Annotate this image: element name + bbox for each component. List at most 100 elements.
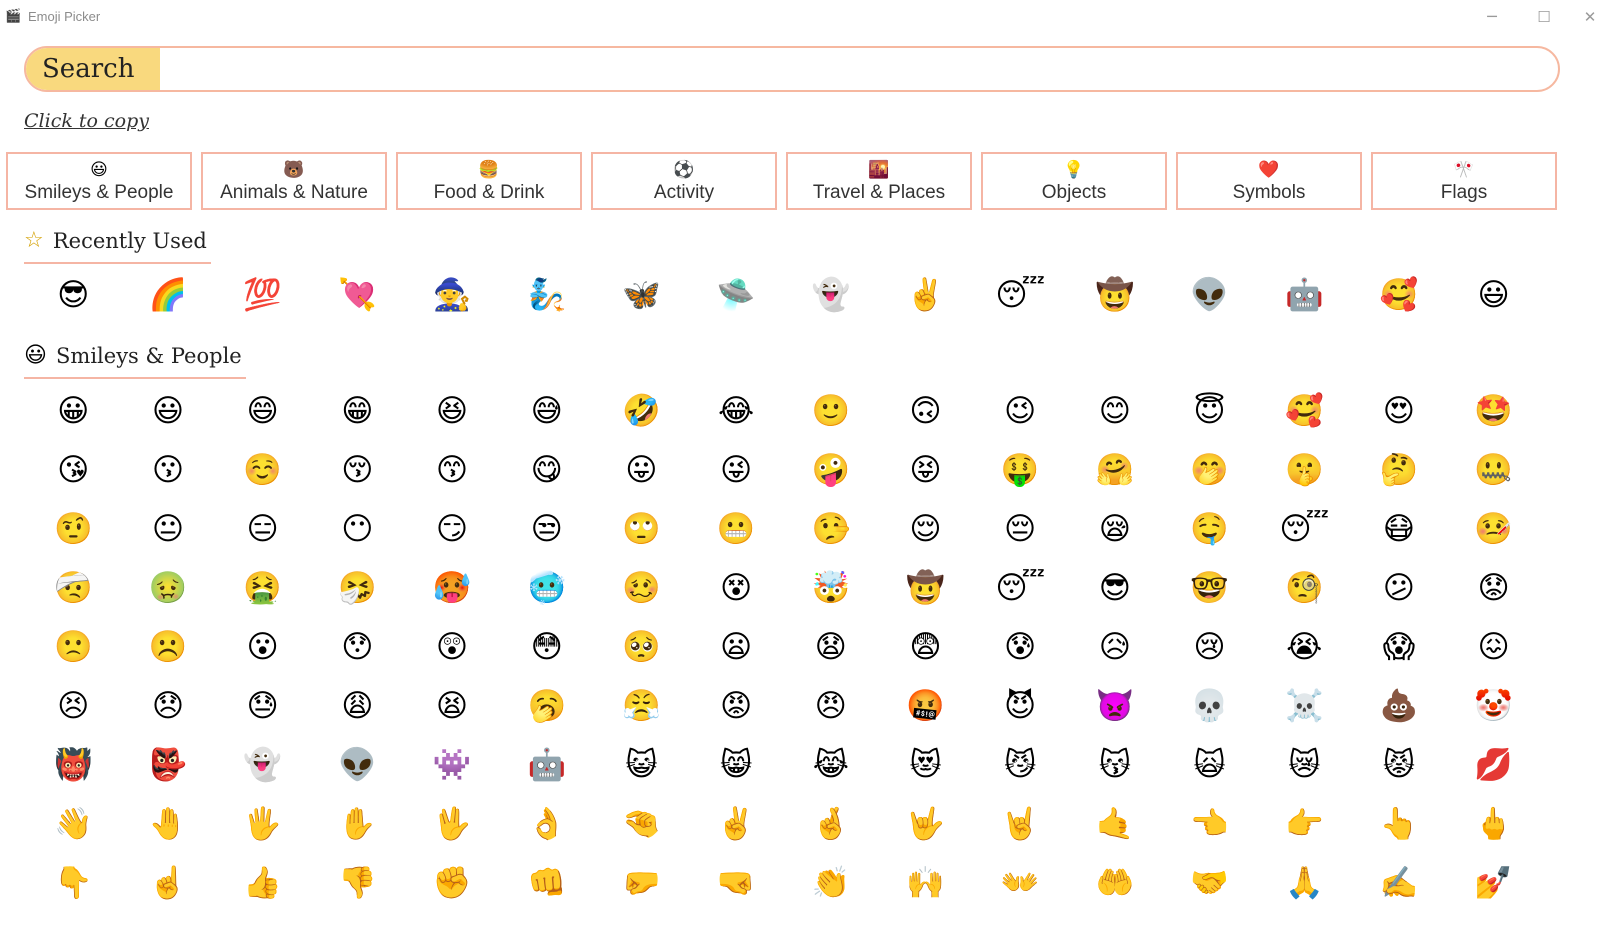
- emoji-button[interactable]: 🤖: [527, 747, 567, 783]
- emoji-button[interactable]: 👆: [1379, 806, 1419, 842]
- emoji-button[interactable]: 👾: [432, 747, 472, 783]
- emoji-button[interactable]: 🤬: [906, 688, 945, 724]
- emoji-button[interactable]: 😷: [1382, 511, 1416, 547]
- emoji-button[interactable]: 😦: [719, 629, 753, 665]
- emoji-button[interactable]: 🖕: [1474, 806, 1513, 842]
- emoji-button[interactable]: 😾: [1382, 747, 1416, 783]
- tab-symbols[interactable]: ❤️ Symbols: [1176, 152, 1362, 210]
- emoji-button[interactable]: ☹️: [148, 629, 188, 665]
- emoji-button[interactable]: 😳: [530, 629, 563, 665]
- emoji-button[interactable]: 🤲: [1095, 865, 1135, 901]
- emoji-button[interactable]: 😑: [246, 511, 279, 547]
- emoji-button[interactable]: 🥰: [1284, 393, 1324, 429]
- emoji-button[interactable]: 🙂: [811, 393, 851, 429]
- emoji-button[interactable]: 🤞: [811, 806, 851, 842]
- emoji-button[interactable]: 😁: [341, 393, 374, 429]
- emoji-button[interactable]: 😐: [151, 511, 185, 547]
- emoji-button[interactable]: 🤒: [1474, 511, 1513, 547]
- emoji-button[interactable]: 😝: [909, 452, 942, 488]
- tab-travel-places[interactable]: 🌇 Travel & Places: [786, 152, 972, 210]
- emoji-button[interactable]: 👈: [1190, 806, 1229, 842]
- emoji-button[interactable]: 🤛: [622, 865, 661, 901]
- emoji-button[interactable]: 🤭: [1190, 452, 1229, 488]
- emoji-button[interactable]: 😚: [341, 452, 374, 488]
- emoji-button[interactable]: 😣: [57, 688, 90, 724]
- emoji-button[interactable]: 🙁: [54, 629, 93, 665]
- emoji-button[interactable]: 😅: [530, 393, 563, 429]
- emoji-button[interactable]: 😶: [341, 511, 374, 547]
- emoji-button[interactable]: 👻: [811, 277, 851, 313]
- emoji-button[interactable]: 🤡: [1474, 688, 1513, 724]
- emoji-button[interactable]: 🤪: [811, 452, 851, 488]
- emoji-button[interactable]: ☠️: [1284, 688, 1324, 724]
- emoji-button[interactable]: 🤥: [811, 511, 851, 547]
- emoji-button[interactable]: 😕: [1382, 570, 1416, 606]
- emoji-button[interactable]: 😂: [718, 393, 755, 429]
- emoji-button[interactable]: 🤏: [622, 806, 661, 842]
- emoji-button[interactable]: 😎: [1098, 570, 1132, 606]
- emoji-button[interactable]: 😋: [530, 452, 563, 488]
- tab-food-drink[interactable]: 🍔 Food & Drink: [396, 152, 582, 210]
- emoji-button[interactable]: 🤘: [1000, 806, 1040, 842]
- emoji-button[interactable]: 😄: [246, 393, 279, 429]
- emoji-button[interactable]: 🤧: [338, 570, 377, 606]
- emoji-button[interactable]: 👉: [1284, 806, 1324, 842]
- emoji-button[interactable]: 😸: [719, 747, 753, 783]
- emoji-button[interactable]: 🤐: [1474, 452, 1513, 488]
- emoji-button[interactable]: 🤠: [906, 570, 945, 606]
- emoji-button[interactable]: 🧞: [527, 277, 567, 313]
- emoji-button[interactable]: 🤕: [54, 570, 93, 606]
- minimize-button[interactable]: ─: [1487, 7, 1497, 26]
- emoji-button[interactable]: 👋: [54, 806, 93, 842]
- emoji-button[interactable]: 😔: [1004, 511, 1037, 547]
- emoji-button[interactable]: 🥰: [1379, 277, 1419, 313]
- emoji-button[interactable]: 🥺: [622, 629, 661, 665]
- emoji-button[interactable]: 😇: [1193, 393, 1226, 429]
- emoji-button[interactable]: ✍️: [1379, 865, 1419, 901]
- emoji-button[interactable]: 👺: [148, 747, 188, 783]
- emoji-button[interactable]: 🤗: [1095, 452, 1135, 488]
- tab-objects[interactable]: 💡 Objects: [981, 152, 1167, 210]
- emoji-button[interactable]: 😃: [1477, 277, 1510, 313]
- emoji-button[interactable]: 🥴: [622, 570, 661, 606]
- emoji-button[interactable]: 💋: [1474, 747, 1513, 783]
- emoji-button[interactable]: 🖐️: [243, 806, 283, 842]
- emoji-button[interactable]: 😠: [814, 688, 847, 724]
- emoji-button[interactable]: 👊: [527, 865, 567, 901]
- emoji-button[interactable]: 👇: [54, 865, 93, 901]
- emoji-button[interactable]: 🤔: [1379, 452, 1419, 488]
- search-input[interactable]: [160, 48, 1550, 90]
- emoji-button[interactable]: 🤓: [1190, 570, 1229, 606]
- emoji-button[interactable]: 😖: [1477, 629, 1510, 665]
- emoji-button[interactable]: 🤮: [243, 570, 283, 606]
- emoji-button[interactable]: 💯: [243, 277, 283, 313]
- emoji-button[interactable]: 🙄: [622, 511, 661, 547]
- emoji-button[interactable]: 🤑: [1000, 452, 1040, 488]
- emoji-button[interactable]: 💀: [1190, 688, 1229, 724]
- emoji-button[interactable]: 😆: [435, 393, 469, 429]
- emoji-button[interactable]: 😏: [435, 511, 469, 547]
- emoji-button[interactable]: 😲: [435, 629, 469, 665]
- emoji-button[interactable]: 😰: [1004, 629, 1037, 665]
- emoji-button[interactable]: 🙏: [1284, 865, 1324, 901]
- emoji-button[interactable]: 😒: [530, 511, 563, 547]
- emoji-button[interactable]: 🥶: [527, 570, 567, 606]
- emoji-button[interactable]: 😗: [151, 452, 185, 488]
- emoji-button[interactable]: 👻: [243, 747, 283, 783]
- emoji-button[interactable]: 😢: [1193, 629, 1226, 665]
- emoji-button[interactable]: 😮: [246, 629, 279, 665]
- emoji-button[interactable]: 🥵: [432, 570, 472, 606]
- emoji-button[interactable]: 😞: [151, 688, 185, 724]
- emoji-button[interactable]: 😹: [812, 747, 849, 783]
- emoji-button[interactable]: 😪: [1098, 511, 1132, 547]
- emoji-button[interactable]: 😤: [622, 688, 661, 724]
- emoji-button[interactable]: 🤜: [716, 865, 756, 901]
- emoji-button[interactable]: 👽: [1190, 277, 1229, 313]
- emoji-button[interactable]: 💘: [338, 277, 377, 313]
- emoji-button[interactable]: 🤠: [1095, 277, 1135, 313]
- emoji-button[interactable]: 😎: [57, 277, 90, 313]
- emoji-button[interactable]: 🙃: [909, 393, 942, 429]
- emoji-button[interactable]: ✊: [432, 865, 472, 901]
- emoji-button[interactable]: 😜: [719, 452, 753, 488]
- emoji-button[interactable]: ✋: [338, 806, 377, 842]
